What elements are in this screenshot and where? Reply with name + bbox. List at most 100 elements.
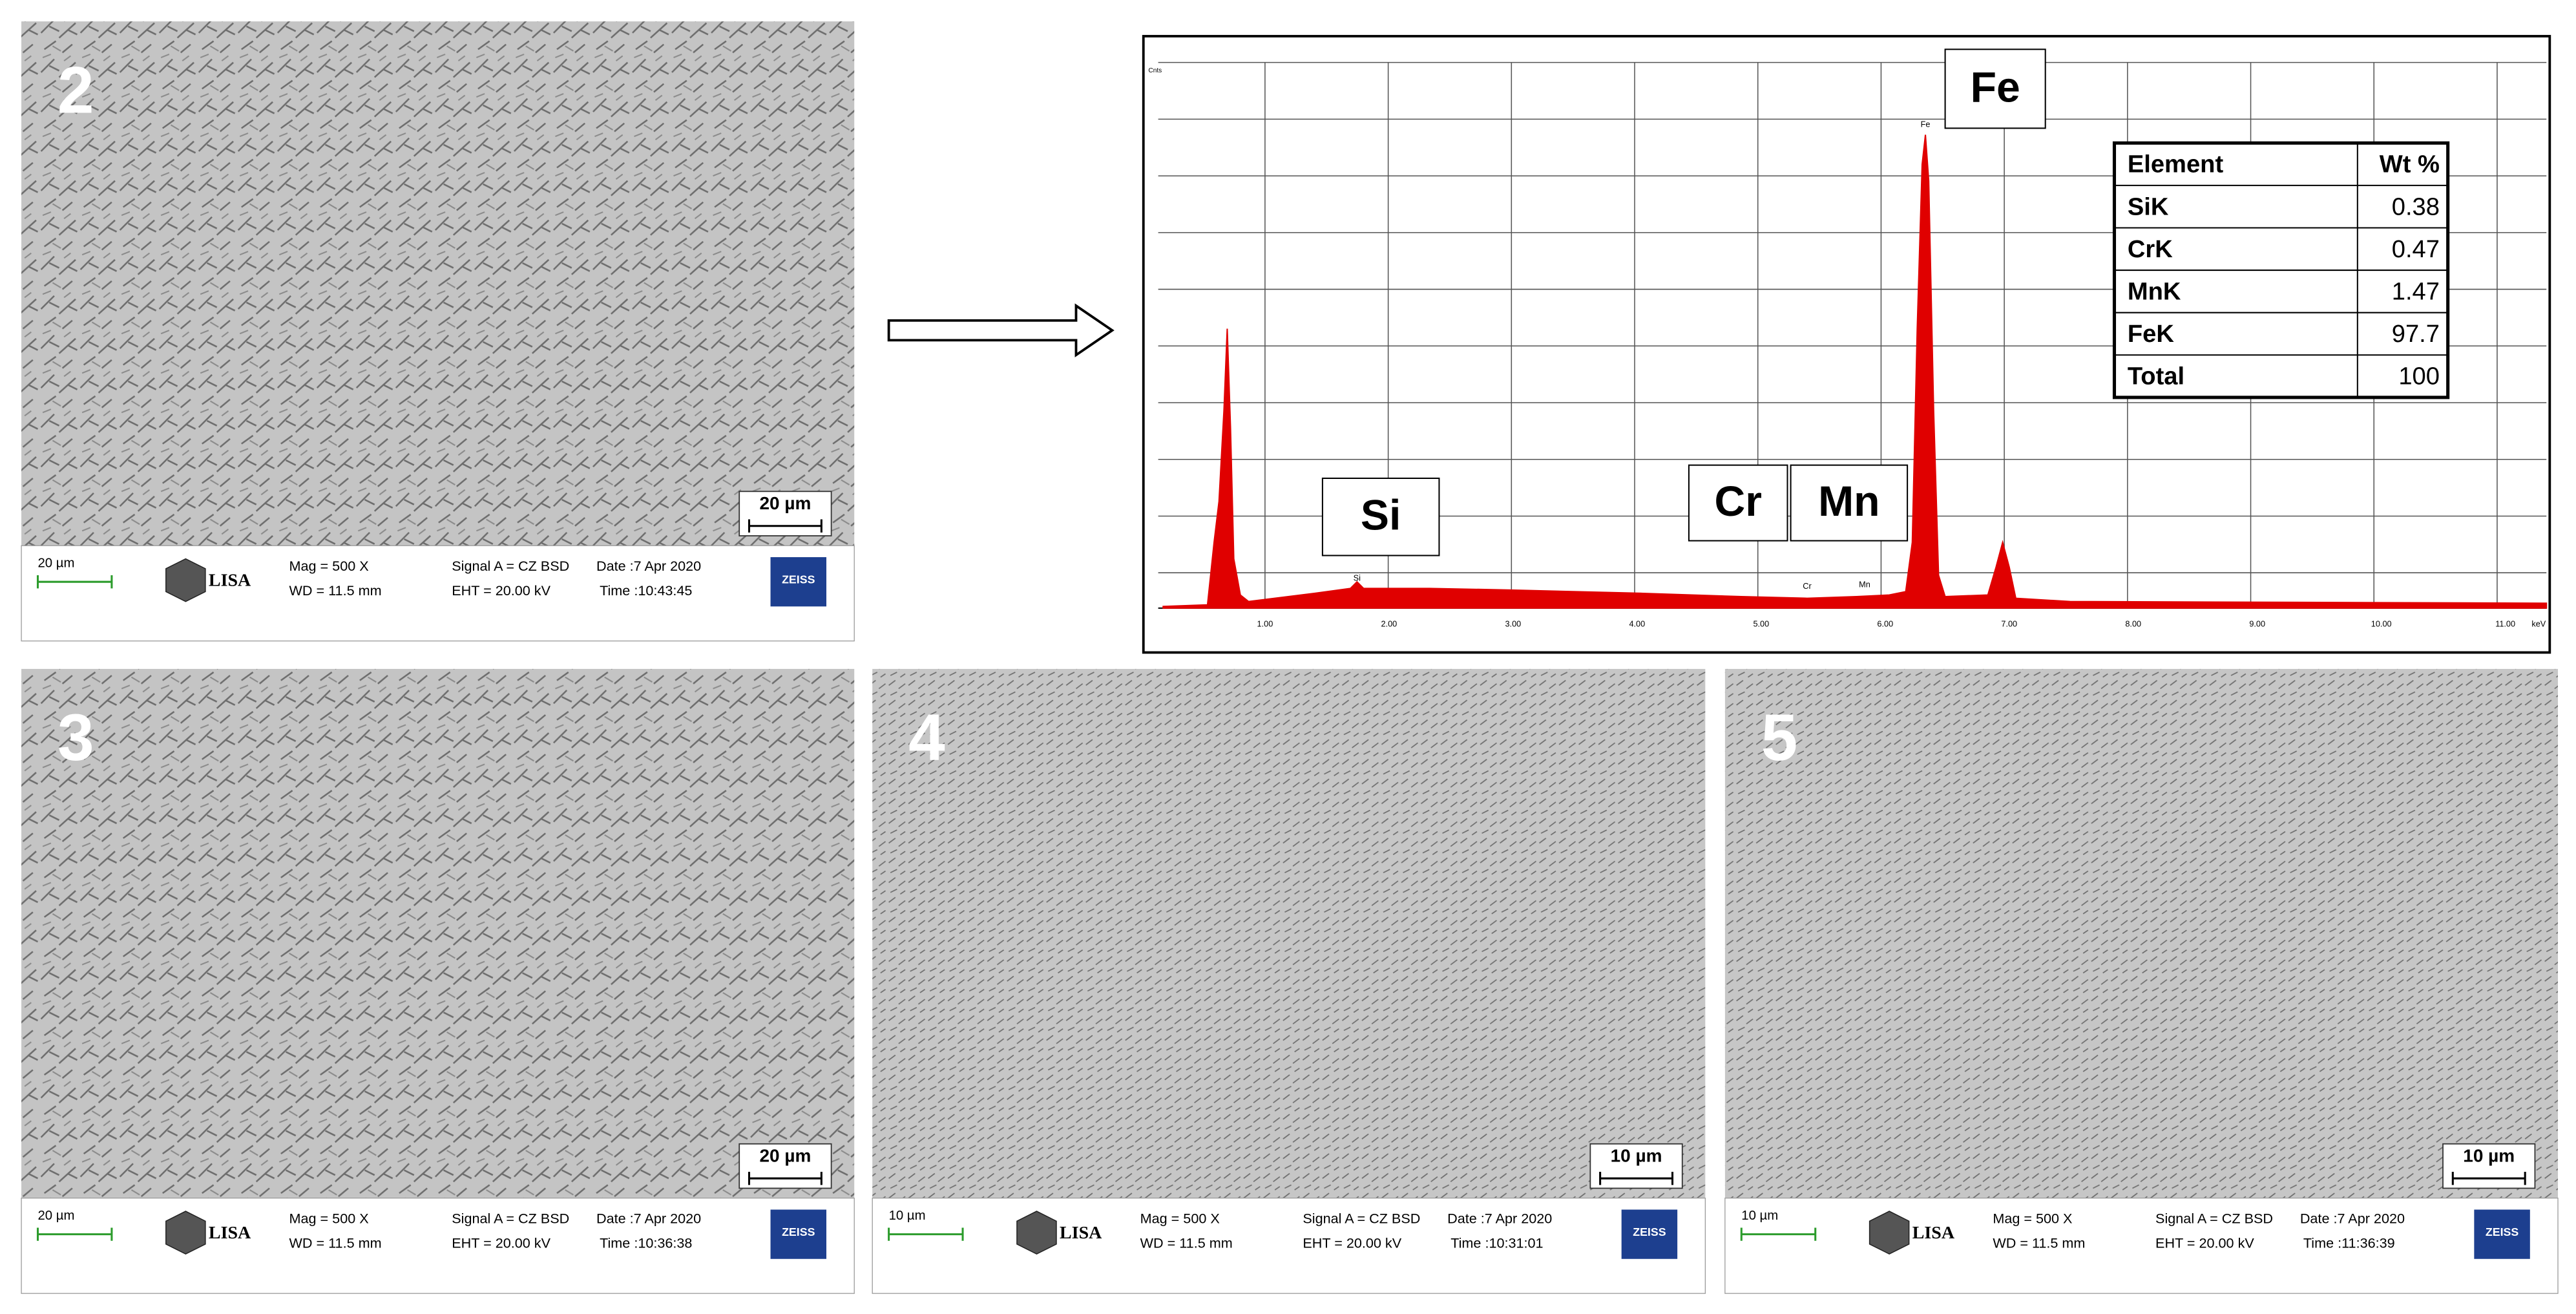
sem-image [21,21,855,546]
info-time: Time :10:31:01 [1450,1235,1543,1251]
sem-panel: 3 20 µm 20 µm LISA Mag = 500 X WD = 11.5 mm Si… [21,668,855,1294]
sem-panel: 4 10 µm 10 µm LISA Mag = 500 X WD = 11.5 mm Si… [872,668,1706,1294]
y-axis-label: Cnts [1148,67,1162,74]
peak-box [1688,464,1788,542]
panel-label: 4 [908,701,945,774]
table-cell: FeK [2128,320,2174,348]
table-cell: Total [2128,363,2184,390]
x-tick-label: 7.00 [2001,619,2017,629]
peak-box-label: Si [1361,492,1401,540]
scale-bar-box [1589,1143,1683,1189]
info-wd: WD = 11.5 mm [289,1235,382,1251]
table-cell: 0.38 [2392,193,2440,220]
info-logo: LISA [209,571,251,591]
spectrum-trace [1162,134,2548,609]
info-logo: LISA [1060,1223,1102,1243]
info-signal: Signal A = CZ BSD [1303,1210,1420,1226]
logo-cube [165,558,206,602]
table-cell: Wt % [2380,151,2440,178]
info-scale: 10 µm [889,1209,926,1223]
info-brand: ZEISS [2486,1225,2519,1238]
peak-tag: Si [1354,573,1361,582]
info-date: Date :7 Apr 2020 [1447,1210,1552,1226]
x-tick-label: 2.00 [1381,619,1398,629]
brand-logo [2474,1209,2530,1259]
sem-image [1724,668,2559,1198]
logo-cube [1016,1211,1057,1255]
x-tick-label: 10.00 [2371,619,2392,629]
info-date: Date :7 Apr 2020 [596,558,701,574]
scale-bar-box [738,1143,832,1189]
sem-image [21,668,855,1198]
info-eht: EHT = 20.00 kV [1303,1235,1401,1251]
scale-bar-label: 20 µm [759,1146,811,1166]
x-unit: keV [2531,619,2546,629]
info-scale-bar [36,575,113,589]
arrow [887,303,1115,357]
info-eht: EHT = 20.00 kV [2155,1235,2254,1251]
info-time: Time :11:36:39 [2303,1235,2395,1251]
panel-label: 3 [58,701,94,774]
info-scale: 20 µm [37,1209,74,1223]
scale-bar [748,1172,822,1185]
info-eht: EHT = 20.00 kV [452,1235,550,1251]
x-tick-label: 5.00 [1753,619,1769,629]
x-tick-label: 9.00 [2249,619,2265,629]
scale-bar-box [2442,1143,2536,1189]
spectrum: Cnts 1.00 2.00 3.00 4.00 5.00 6.00 7.00 8.00 9.00… [1148,48,2548,629]
info-scale: 10 µm [1741,1209,1778,1223]
info-scale-bar [36,1227,113,1241]
info-mag: Mag = 500 X [1140,1210,1220,1226]
peak-box-label: Mn [1818,478,1880,525]
table-cell: 0.47 [2392,235,2440,263]
info-date: Date :7 Apr 2020 [2300,1210,2405,1226]
peak-tag: Mn [1859,580,1870,589]
info-scale-bar [1740,1227,1817,1241]
scale-bar-label: 10 µm [2463,1146,2515,1166]
info-eht: EHT = 20.00 kV [452,582,550,599]
info-date: Date :7 Apr 2020 [596,1210,701,1226]
x-tick-label: 3.00 [1505,619,1521,629]
brand-logo [770,1209,826,1259]
info-bar [872,1198,1706,1294]
peak-tag: Cr [1803,581,1812,591]
panel-label: 5 [1761,701,1798,774]
peak-box [1321,477,1440,556]
table-cell: 97.7 [2392,320,2440,348]
table-cell: 1.47 [2392,277,2440,305]
scale-bar [1599,1172,1674,1185]
peak-box-label: Cr [1714,478,1761,525]
peak-tag: Fe [1921,120,1931,129]
scale-bar-box [738,491,832,536]
x-tick-label: 8.00 [2125,619,2141,629]
info-brand: ZEISS [1633,1225,1666,1238]
peak-box-label: Fe [1971,63,2020,111]
peak-box [1944,48,2046,129]
info-bar [1724,1198,2559,1294]
table-cell: SiK [2128,193,2169,220]
info-signal: Signal A = CZ BSD [2155,1210,2273,1226]
info-signal: Signal A = CZ BSD [452,1210,569,1226]
panel-label: 2 [58,53,94,127]
info-brand: ZEISS [782,573,815,586]
brand-logo [1621,1209,1678,1259]
table-cell: MnK [2128,277,2181,305]
logo-cube [1869,1211,1910,1255]
info-wd: WD = 11.5 mm [1140,1235,1233,1251]
table-cell: Element [2128,151,2224,178]
info-brand: ZEISS [782,1225,815,1238]
x-tick-label: 6.00 [1877,619,1893,629]
sem-panel: 2 20 µm 20 µm LISA Mag = 500 X WD = 11.5 mm Si… [21,21,855,642]
info-scale-bar [888,1227,964,1241]
info-time: Time :10:36:38 [600,1235,692,1251]
brand-logo [770,557,826,607]
info-wd: WD = 11.5 mm [1993,1235,2085,1251]
x-tick-label: 4.00 [1629,619,1645,629]
table-cell: 100 [2398,363,2440,390]
info-scale: 20 µm [37,556,74,571]
info-mag: Mag = 500 X [1993,1210,2072,1226]
peak-box [1790,464,1909,542]
info-time: Time :10:43:45 [600,582,692,599]
